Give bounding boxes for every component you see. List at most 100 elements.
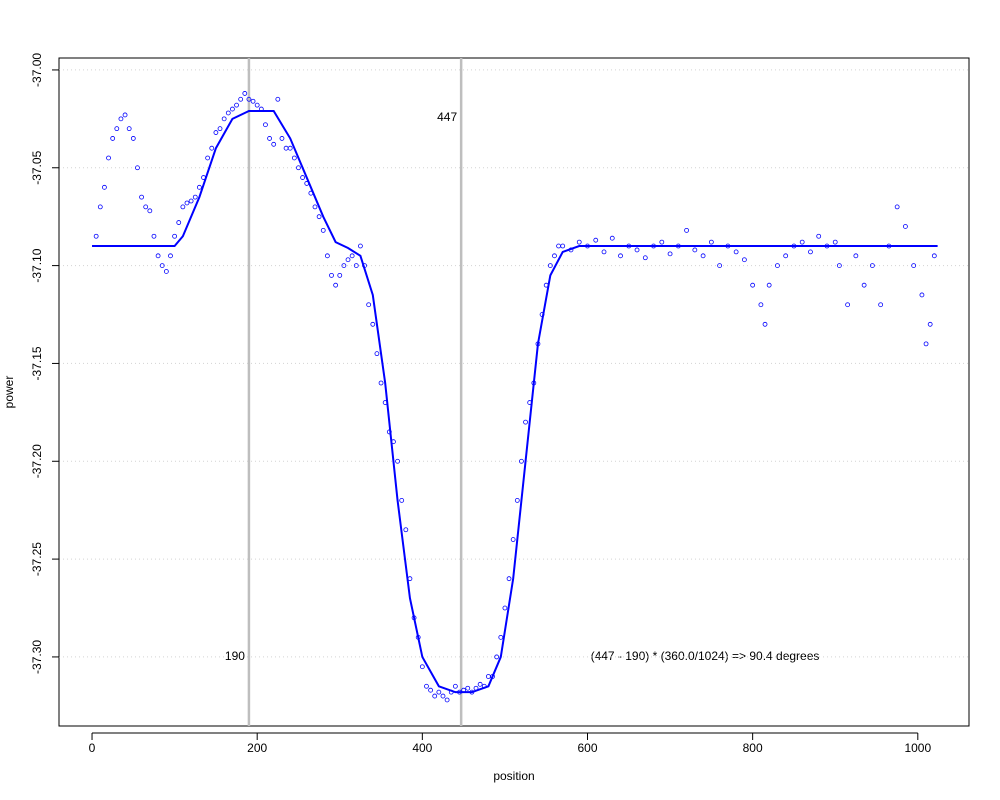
data-point <box>853 253 859 259</box>
data-point <box>151 233 157 239</box>
data-point <box>337 272 343 278</box>
data-point <box>213 130 219 135</box>
x-axis-title: position <box>493 769 534 783</box>
data-point <box>196 184 202 190</box>
data-point <box>440 693 446 699</box>
data-point <box>184 200 190 206</box>
data-point <box>250 98 256 104</box>
data-point <box>609 235 615 241</box>
data-point <box>126 126 132 132</box>
data-point <box>135 165 140 171</box>
data-point <box>102 184 107 190</box>
data-point <box>845 302 851 308</box>
data-point <box>808 249 813 255</box>
data-point <box>263 122 268 128</box>
y-tick-label: -37.20 <box>30 444 44 478</box>
data-point <box>556 243 561 249</box>
data-point <box>684 227 689 233</box>
x-tick-label: 1000 <box>904 741 931 755</box>
data-point <box>523 419 528 425</box>
y-tick-label: -37.05 <box>30 150 44 184</box>
data-point <box>783 253 789 259</box>
data-point <box>118 116 124 122</box>
data-point <box>832 239 838 245</box>
data-point <box>911 263 917 269</box>
data-point <box>700 253 706 259</box>
x-tick-label: 400 <box>412 741 432 755</box>
x-tick-label: 600 <box>577 741 597 755</box>
data-point <box>452 683 458 689</box>
data-point <box>324 253 330 259</box>
data-point <box>494 654 500 660</box>
data-point <box>234 102 239 108</box>
data-point <box>176 220 182 225</box>
data-point <box>419 664 425 670</box>
x-tick-label: 800 <box>743 741 763 755</box>
data-point <box>349 253 355 259</box>
data-point <box>320 227 326 233</box>
plot-frame <box>58 57 970 727</box>
y-tick-label: -37.15 <box>30 346 44 380</box>
data-point <box>172 233 178 239</box>
data-point <box>188 198 194 204</box>
data-point <box>159 263 165 269</box>
data-point <box>271 141 277 147</box>
data-point <box>246 96 252 102</box>
data-point <box>366 302 372 308</box>
data-point <box>192 194 198 200</box>
data-point <box>225 110 231 116</box>
data-point <box>395 458 400 464</box>
y-tick-label: -37.00 <box>30 53 44 87</box>
data-point <box>593 237 599 243</box>
data-point <box>923 341 929 347</box>
data-point <box>230 106 235 112</box>
data-point <box>642 255 648 261</box>
data-point <box>816 233 822 239</box>
data-point <box>931 253 937 259</box>
data-point <box>659 239 665 245</box>
data-point <box>205 155 211 161</box>
data-point <box>333 282 339 288</box>
data-point <box>403 527 409 533</box>
data-point <box>428 687 433 693</box>
data-point <box>242 91 248 96</box>
marker-label: 447 <box>437 110 457 124</box>
data-point <box>486 674 491 679</box>
y-tick-label: -37.25 <box>30 542 44 576</box>
data-point <box>510 537 516 542</box>
data-point <box>894 204 900 210</box>
data-point <box>560 243 566 249</box>
data-point <box>836 263 842 269</box>
data-point <box>300 175 306 180</box>
data-point <box>275 96 281 102</box>
data-point <box>110 136 116 141</box>
data-point <box>122 112 128 118</box>
data-point <box>341 263 347 269</box>
data-point <box>97 204 103 210</box>
data-point <box>345 257 351 263</box>
data-point <box>254 102 260 108</box>
data-point <box>444 697 450 703</box>
data-point <box>692 247 698 253</box>
y-axis-title: power <box>2 376 16 409</box>
data-point <box>547 263 553 269</box>
data-point <box>106 155 111 161</box>
data-point <box>436 689 442 695</box>
data-point <box>750 282 756 288</box>
data-point <box>399 497 405 503</box>
data-point <box>147 208 153 214</box>
data-point <box>927 321 933 327</box>
data-point <box>370 321 376 327</box>
data-point <box>217 126 223 132</box>
data-point <box>775 263 780 269</box>
data-point <box>316 214 322 220</box>
data-point <box>741 257 747 263</box>
data-point <box>93 233 99 239</box>
data-point <box>283 145 289 151</box>
data-point <box>601 249 607 255</box>
data-point <box>498 634 504 640</box>
data-point <box>267 136 272 141</box>
data-point <box>878 302 884 308</box>
data-point <box>168 253 173 259</box>
